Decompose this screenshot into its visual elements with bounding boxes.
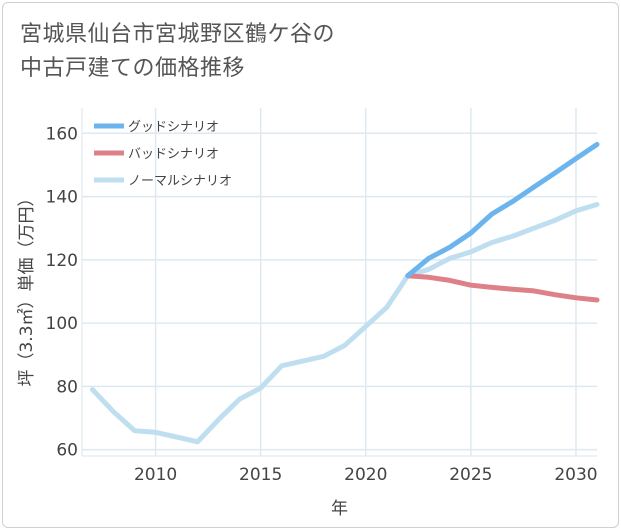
- series-line-bad: [405, 273, 600, 303]
- y-tick-label: 60: [56, 441, 78, 461]
- chart-title: 宮城県仙台市宮城野区鶴ケ谷の 中古戸建ての価格推移: [20, 18, 335, 86]
- x-tick-label: 2025: [449, 465, 492, 485]
- y-tick-label: 140: [46, 188, 78, 208]
- series-lines: [90, 141, 600, 445]
- x-tick-label: 2010: [134, 465, 177, 485]
- x-axis-title: 年: [331, 499, 348, 519]
- axes: [81, 108, 597, 457]
- chart-title-line-1: 宮城県仙台市宮城野区鶴ケ谷の: [20, 22, 336, 47]
- series-line-good: [405, 141, 600, 279]
- series-line-normal: [90, 202, 600, 445]
- x-tick-label: 2015: [239, 465, 282, 485]
- grid: [82, 108, 597, 456]
- tick-labels: 2010 2015 2020 2025 2030 60 80 100 120 140 160: [46, 124, 598, 485]
- legend-label-bad: バッドシナリオ: [128, 147, 219, 162]
- x-tick-label: 2030: [554, 465, 597, 485]
- chart-title-line-2: 中古戸建ての価格推移: [20, 56, 246, 81]
- legend-label-normal: ノーマルシナリオ: [128, 174, 232, 189]
- y-tick-label: 120: [46, 251, 78, 271]
- y-tick-label: 100: [46, 314, 78, 334]
- y-tick-label: 160: [46, 124, 78, 144]
- legend-label-good: グッドシナリオ: [128, 120, 219, 135]
- y-axis-title: 坪（3.3㎡）単価（万円）: [17, 189, 37, 386]
- y-tick-label: 80: [56, 377, 78, 397]
- x-tick-label: 2020: [344, 465, 387, 485]
